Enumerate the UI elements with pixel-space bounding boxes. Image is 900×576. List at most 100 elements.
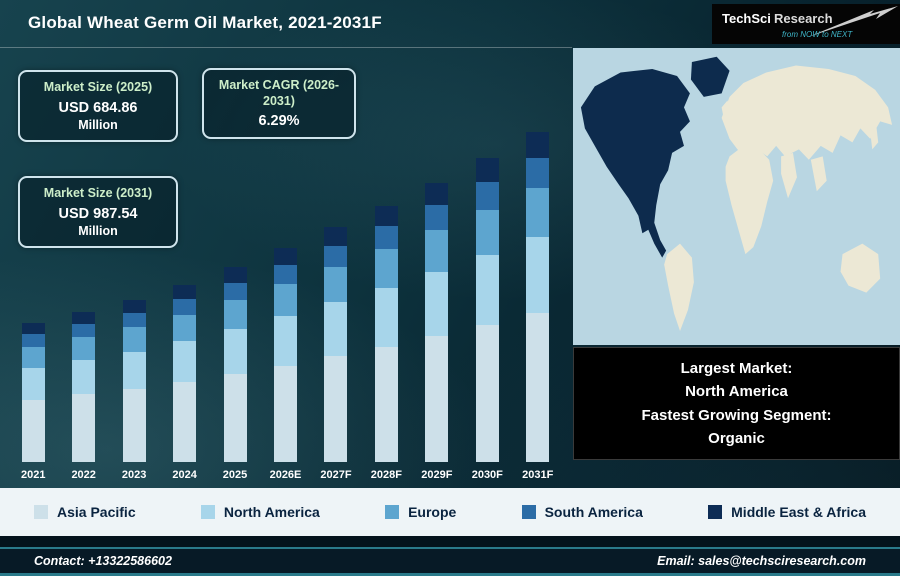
- bar-segment: [22, 368, 45, 400]
- bar-segment: [526, 188, 549, 238]
- bar-segment: [526, 158, 549, 188]
- stacked-bar: [173, 285, 196, 462]
- legend-item: Middle East & Africa: [708, 504, 866, 520]
- legend-swatch-icon: [34, 505, 48, 519]
- bar-segment: [274, 316, 297, 365]
- bar-column: 2025: [210, 126, 260, 488]
- bar-segment: [425, 230, 448, 272]
- bar-segment: [526, 237, 549, 313]
- stacked-bar: [274, 248, 297, 462]
- bar-segment: [123, 313, 146, 328]
- callout-line: Fastest Growing Segment:: [641, 404, 831, 427]
- bar-segment: [324, 356, 347, 462]
- bar-segment: [123, 352, 146, 389]
- callout-box: Largest Market:North AmericaFastest Grow…: [573, 347, 900, 460]
- bar-segment: [22, 400, 45, 462]
- legend-swatch-icon: [522, 505, 536, 519]
- bar-segment: [476, 325, 499, 462]
- stacked-bar: [22, 323, 45, 462]
- legend-swatch-icon: [201, 505, 215, 519]
- legend-swatch-icon: [708, 505, 722, 519]
- bar-segment: [324, 246, 347, 267]
- legend-swatch-icon: [385, 505, 399, 519]
- bar-segment: [173, 382, 196, 462]
- legend-label: Asia Pacific: [57, 504, 136, 520]
- x-axis-label: 2021: [21, 462, 45, 488]
- bar-segment: [22, 323, 45, 334]
- techsci-logo-graphic: TechSci Research from NOW to NEXT: [712, 4, 900, 44]
- bar-column: 2027F: [311, 126, 361, 488]
- bar-column: 2028F: [361, 126, 411, 488]
- bar-segment: [173, 299, 196, 315]
- chart-panel: Market Size (2025)USD 684.86MillionMarke…: [0, 48, 567, 488]
- legend-item: Asia Pacific: [34, 504, 136, 520]
- bar-segment: [526, 313, 549, 462]
- x-axis-label: 2026E: [270, 462, 302, 488]
- bar-segment: [224, 283, 247, 301]
- bar-segment: [123, 327, 146, 351]
- bar-segment: [476, 182, 499, 209]
- legend-item: South America: [522, 504, 643, 520]
- bar-segment: [425, 272, 448, 336]
- header: Global Wheat Germ Oil Market, 2021-2031F…: [0, 0, 900, 48]
- logo-brand-1: TechSci: [722, 11, 771, 26]
- bar-wrap: [412, 126, 462, 462]
- bar-segment: [476, 255, 499, 325]
- bar-segment: [375, 347, 398, 462]
- bar-segment: [375, 249, 398, 287]
- x-axis-label: 2031F: [522, 462, 553, 488]
- bar-segment: [375, 206, 398, 227]
- x-axis-label: 2028F: [371, 462, 402, 488]
- callout-line: Organic: [708, 427, 765, 450]
- chart-legend: Asia Pacific North America Europe South Ame…: [0, 488, 900, 536]
- logo-brand-2: Research: [774, 11, 833, 26]
- bar-segment: [425, 183, 448, 205]
- bar-wrap: [361, 126, 411, 462]
- bar-segment: [72, 324, 95, 338]
- bar-segment: [173, 315, 196, 342]
- legend-item: North America: [201, 504, 320, 520]
- bar-segment: [274, 366, 297, 462]
- bar-segment: [324, 267, 347, 302]
- legend-label: Europe: [408, 504, 456, 520]
- bar-segment: [476, 158, 499, 182]
- x-axis-label: 2023: [122, 462, 146, 488]
- stacked-bar: [476, 158, 499, 462]
- infographic-page: Global Wheat Germ Oil Market, 2021-2031F…: [0, 0, 900, 576]
- bar-segment: [274, 265, 297, 284]
- bar-segment: [72, 360, 95, 395]
- bar-column: 2022: [58, 126, 108, 488]
- bar-wrap: [210, 126, 260, 462]
- bar-segment: [22, 347, 45, 368]
- bar-segment: [72, 337, 95, 360]
- bar-segment: [274, 284, 297, 316]
- techsci-logo: TechSci Research from NOW to NEXT: [712, 4, 900, 44]
- world-map: [573, 48, 900, 345]
- page-title: Global Wheat Germ Oil Market, 2021-2031F: [28, 13, 382, 33]
- bar-segment: [224, 329, 247, 374]
- bar-column: 2031F: [513, 126, 563, 488]
- stacked-bar: [123, 300, 146, 462]
- bar-wrap: [513, 126, 563, 462]
- bar-column: 2026E: [260, 126, 310, 488]
- legend-label: North America: [224, 504, 320, 520]
- info-card-value: USD 684.86: [30, 100, 166, 116]
- bar-wrap: [260, 126, 310, 462]
- bar-segment: [72, 394, 95, 462]
- callout-line: North America: [685, 380, 788, 403]
- bar-wrap: [58, 126, 108, 462]
- footer: Contact: +13322586602 Email: sales@techs…: [0, 536, 900, 576]
- stacked-bar: [375, 206, 398, 462]
- bar-segment: [123, 300, 146, 313]
- legend-item: Europe: [385, 504, 456, 520]
- bar-segment: [324, 227, 347, 246]
- bar-segment: [72, 312, 95, 324]
- stacked-bar: [526, 132, 549, 462]
- bar-segment: [173, 285, 196, 299]
- bar-segment: [123, 389, 146, 462]
- main-area: Market Size (2025)USD 684.86MillionMarke…: [0, 48, 900, 488]
- bar-column: 2030F: [462, 126, 512, 488]
- bar-wrap: [8, 126, 58, 462]
- logo-tagline: from NOW to NEXT: [782, 30, 853, 39]
- bar-segment: [526, 132, 549, 158]
